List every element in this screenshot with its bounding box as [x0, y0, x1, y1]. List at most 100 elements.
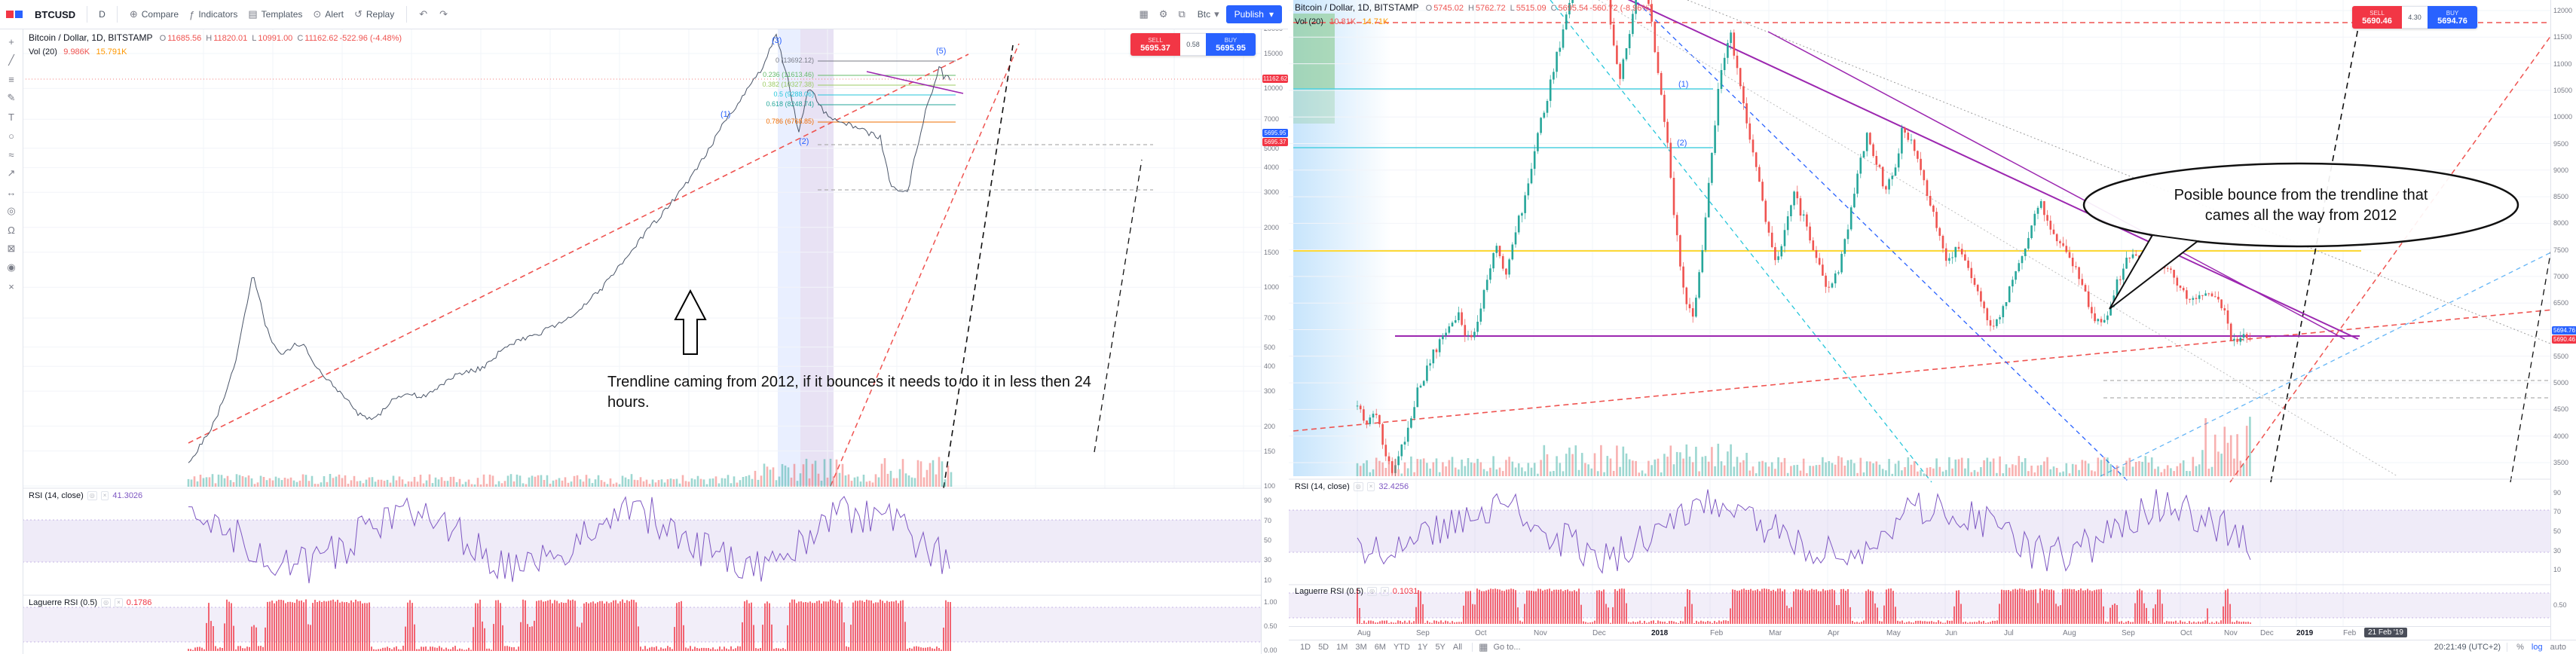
crosshair-tool[interactable]: + [8, 35, 14, 47]
range-button-1y[interactable]: 1Y [1417, 643, 1428, 652]
buy-price-badge: 5694.76 [2552, 326, 2576, 335]
auto-scale-toggle[interactable]: auto [2550, 643, 2566, 652]
right-trendlines[interactable] [1293, 0, 2576, 483]
right-chart-window: Bitcoin / Dollar, 1D, BITSTAMP O 5745.02 H… [1288, 0, 2576, 654]
range-button-1m[interactable]: 1M [1336, 643, 1348, 652]
laguerre-label[interactable]: Laguerre RSI (0.5) [1295, 587, 1364, 596]
eye-icon[interactable]: ◎ [87, 491, 97, 500]
brush-tool[interactable]: ✎ [7, 92, 16, 103]
lock-tool[interactable]: ⊠ [7, 243, 16, 254]
rsi-label[interactable]: RSI (14, close) [1295, 482, 1350, 491]
shapes-tool[interactable]: ○ [8, 130, 14, 142]
log-scale-toggle[interactable]: log [2531, 643, 2543, 652]
clock-display[interactable]: 20:21:49 (UTC+2) [2434, 643, 2501, 652]
rsi-value: 32.4256 [1378, 482, 1409, 491]
range-button-all[interactable]: All [1452, 643, 1463, 652]
compare-button[interactable]: ⊕ Compare [129, 8, 179, 20]
caret-down-icon: ▾ [1214, 8, 1219, 20]
goto-button[interactable]: Go to... [1493, 643, 1521, 652]
volume-legend[interactable]: Vol (20) [1295, 17, 1323, 26]
time-axis-label: Dec [2260, 629, 2274, 637]
range-button-5y[interactable]: 5Y [1435, 643, 1446, 652]
range-button-3m[interactable]: 3M [1355, 643, 1367, 652]
caret-down-icon: ▾ [1268, 9, 1274, 20]
buy-button[interactable]: BUY 5695.95 [1206, 33, 1256, 56]
eye-icon[interactable]: ◎ [1367, 587, 1378, 596]
undo-button[interactable]: ↶ [414, 5, 433, 23]
trendline-note-text[interactable]: Trendline caming from 2012, if it bounce… [607, 374, 1091, 411]
left-price-axis[interactable]: 2000015000100007000500040003000200015001… [1261, 0, 1289, 654]
measure-tool[interactable]: ↔ [6, 186, 17, 198]
rsi-legend: RSI (14, close) ◎ × 41.3026 [29, 491, 142, 500]
sell-price-badge: 5695.37 [1262, 138, 1288, 146]
steep-red-trendline [830, 43, 1020, 487]
account-button[interactable]: Btc ▾ [1197, 8, 1219, 20]
sell-button[interactable]: SELL 5695.37 [1130, 33, 1180, 56]
time-axis[interactable]: Aug Sep Oct Nov Dec 2018 Feb Mar Apr May Jun Jul Aug… [1289, 626, 2550, 640]
time-axis-label: Aug [1357, 629, 1371, 637]
series-title[interactable]: Bitcoin / Dollar, 1D, BITSTAMP [1295, 2, 1419, 13]
templates-button[interactable]: ▤ Templates [248, 8, 303, 20]
settings-gear-icon[interactable]: ⚙ [1158, 8, 1168, 20]
publish-button[interactable]: Publish ▾ [1225, 5, 1282, 23]
close-icon[interactable]: × [115, 598, 123, 607]
replay-button[interactable]: ↺ Replay [353, 8, 395, 20]
purple-trendline [866, 71, 964, 94]
pattern-tool[interactable]: ≈ [8, 148, 14, 160]
close-icon[interactable]: × [100, 491, 109, 500]
time-axis-label: Oct [2180, 629, 2192, 637]
spread-value: 0.58 [1180, 33, 1206, 56]
eye-icon[interactable]: ◎ [101, 598, 112, 607]
right-price-axis[interactable]: 12000 11500 11000 10500 10000 9500 9000 8500 800… [2550, 0, 2576, 654]
time-axis-label: Oct [1475, 629, 1487, 637]
drawing-toolbar: + ╱ ≡ ✎ T ○ ≈ ↗ ↔ ◎ Ω ⊠ ◉ × [0, 29, 23, 654]
close-icon[interactable]: × [1366, 482, 1375, 491]
range-button-1d[interactable]: 1D [1300, 643, 1311, 652]
symbol-search[interactable]: BTCUSD [35, 8, 76, 20]
layout-icon[interactable]: ▦ [1139, 8, 1149, 20]
interval-button[interactable]: D [99, 9, 106, 20]
right-chart-canvas[interactable] [1289, 0, 2576, 654]
indicators-button[interactable]: ƒ Indicators [189, 8, 238, 20]
fib-retracement-tool[interactable]: ≡ [8, 73, 14, 85]
buy-button[interactable]: BUY 5694.76 [2428, 6, 2477, 29]
percent-scale-toggle[interactable]: % [2516, 643, 2524, 652]
black-dashed-line-1 [2270, 11, 2362, 483]
trendline-2012 [188, 53, 969, 444]
series-title[interactable]: Bitcoin / Dollar, 1D, BITSTAMP [29, 32, 153, 43]
volume-legend[interactable]: Vol (20) [29, 47, 57, 57]
rsi-value: 41.3026 [112, 491, 143, 500]
close-icon[interactable]: × [1381, 587, 1389, 596]
gray-dotted-descending-1 [1687, 0, 2576, 355]
left-trendlines[interactable] [23, 43, 1261, 489]
range-button-5d[interactable]: 5D [1318, 643, 1329, 652]
time-axis-label: Jul [2004, 629, 2014, 637]
text-tool[interactable]: T [8, 111, 14, 123]
bubble-note-text[interactable]: Posible bounce from the trendline that c… [2174, 187, 2428, 224]
eye-tool[interactable]: ◉ [7, 261, 16, 273]
time-axis-label: Sep [1416, 629, 1430, 637]
forecast-tool[interactable]: ↗ [7, 167, 16, 179]
left-chart-canvas[interactable] [0, 0, 1288, 654]
speech-bubble-drawing[interactable] [2082, 162, 2519, 310]
time-axis-label: Jun [1945, 629, 1958, 637]
buy-price-badge: 5695.95 [1262, 129, 1288, 137]
magnet-tool[interactable]: Ω [8, 224, 15, 236]
trash-tool[interactable]: × [8, 280, 14, 292]
fullscreen-icon[interactable]: ⧉ [1178, 8, 1186, 20]
range-button-6m[interactable]: 6M [1374, 643, 1386, 652]
fib-retracement-lines[interactable] [818, 60, 956, 123]
eye-icon[interactable]: ◎ [1353, 482, 1363, 491]
trend-line-tool[interactable]: ╱ [8, 54, 14, 66]
logo-icon[interactable] [6, 11, 23, 18]
time-axis-label: Nov [2224, 629, 2238, 637]
zoom-tool[interactable]: ◎ [7, 205, 16, 216]
redo-button[interactable]: ↷ [434, 5, 453, 23]
range-button-ytd[interactable]: YTD [1393, 643, 1410, 652]
bottom-toolbar: 1D 5D 1M 3M 6M YTD 1Y 5Y All ▦ Go to... 20:21:49… [1289, 640, 2576, 654]
laguerre-label[interactable]: Laguerre RSI (0.5) [29, 598, 98, 607]
sell-button[interactable]: SELL 5690.46 [2352, 6, 2402, 29]
calendar-icon: ▦ [1479, 641, 1488, 652]
alert-button[interactable]: ⊙ Alert [313, 8, 344, 20]
rsi-label[interactable]: RSI (14, close) [29, 491, 84, 500]
